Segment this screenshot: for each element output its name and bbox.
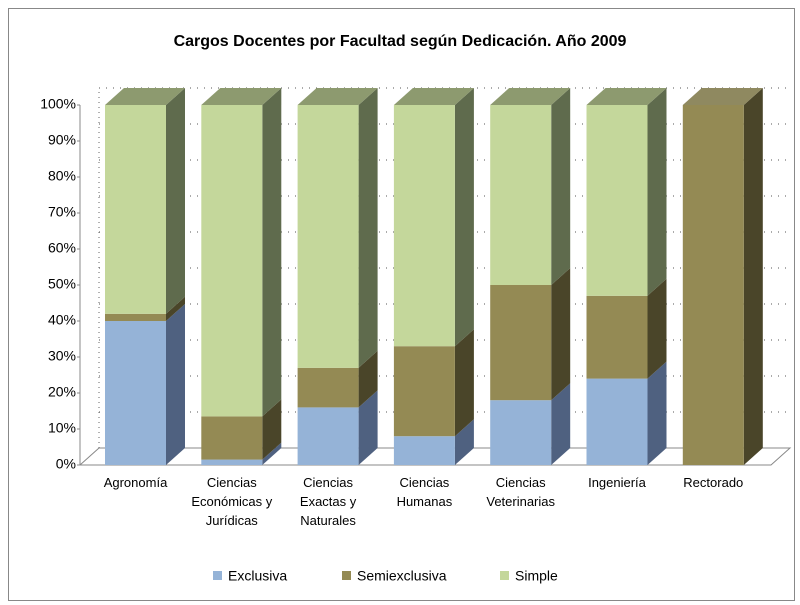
y-tick-label: 10%: [48, 420, 76, 436]
bar-front: [393, 346, 455, 437]
bar-front: [393, 436, 455, 465]
bar-top: [682, 88, 763, 105]
bar-segment: [297, 350, 378, 408]
y-tick-label: 80%: [48, 168, 76, 184]
bar-front: [105, 105, 166, 314]
bar-front: [682, 105, 744, 465]
y-tick-label: 60%: [48, 240, 76, 256]
bar-segment: [105, 88, 185, 314]
bar-front: [586, 105, 648, 296]
x-tick-label: Ingeniería: [588, 475, 646, 490]
chart-title: Cargos Docentes por Facultad según Dedic…: [174, 33, 627, 50]
y-tick-label: 30%: [48, 348, 76, 364]
bar-segment: [393, 329, 474, 437]
bar-segment: [490, 383, 571, 465]
bar-segment: [297, 88, 378, 368]
bar-top: [490, 88, 571, 105]
bar-segment: [201, 88, 282, 417]
bar-front: [490, 285, 552, 401]
y-tick-label: 100%: [40, 96, 76, 112]
legend-swatch: [500, 571, 509, 580]
bar-side: [743, 88, 763, 465]
bar-side: [358, 88, 378, 368]
bar-segment: [393, 88, 474, 347]
bar-front: [586, 295, 648, 379]
bar-top: [105, 88, 185, 105]
bar-top: [393, 88, 474, 105]
bar-top: [201, 88, 282, 105]
y-tick-label: 20%: [48, 384, 76, 400]
bar-segment: [490, 88, 571, 285]
x-tick-label: Agronomía: [103, 475, 168, 490]
bar-side: [647, 361, 667, 465]
y-tick-label: 90%: [48, 132, 76, 148]
x-tick-label: Ciencias Exactas y Naturales: [299, 475, 357, 528]
legend-label: Exclusiva: [228, 568, 287, 584]
x-tick-label: Rectorado: [683, 475, 744, 490]
bar-segment: [201, 399, 282, 460]
x-tick-label: Ciencias Económicas y Jurídicas: [191, 475, 273, 528]
bar-front: [297, 407, 359, 465]
bar-segment: [490, 268, 571, 401]
bar-front: [105, 313, 166, 321]
bar-side: [454, 88, 474, 347]
bar-top: [297, 88, 378, 105]
bar-front: [490, 105, 552, 285]
bar-front: [586, 378, 648, 465]
bar-side: [166, 88, 185, 314]
x-tick-label: Ciencias Veterinarias: [486, 475, 556, 509]
legend-label: Simple: [515, 568, 558, 584]
bar-side: [551, 383, 571, 465]
legend-swatch: [213, 571, 222, 580]
bar-side: [358, 350, 378, 408]
legend-label: Semiexclusiva: [357, 568, 447, 584]
bar-front: [297, 367, 359, 408]
bar-segment: [682, 88, 763, 465]
y-tick-label: 0%: [56, 456, 76, 472]
bar-side: [262, 442, 282, 465]
bar-segment: [105, 304, 185, 465]
bar-side: [166, 304, 185, 465]
bar-front: [201, 105, 263, 417]
bar-front: [490, 400, 552, 465]
bar-side: [551, 268, 571, 401]
y-tick-label: 50%: [48, 276, 76, 292]
bar-segment: [393, 419, 474, 465]
bar-side: [551, 88, 571, 285]
bar-segment: [201, 442, 282, 465]
bar-side: [262, 399, 282, 460]
bar-side: [166, 296, 185, 321]
bar-side: [262, 88, 282, 417]
bar-segment: [586, 278, 667, 379]
y-tick-label: 70%: [48, 204, 76, 220]
bar-segment: [105, 296, 185, 321]
bar-side: [647, 88, 667, 296]
x-tick-label: Ciencias Humanas: [396, 475, 453, 509]
bar-side: [647, 278, 667, 379]
bar-segment: [586, 361, 667, 465]
bar-segment: [297, 390, 378, 465]
y-tick-label: 40%: [48, 312, 76, 328]
legend-swatch: [342, 571, 351, 580]
bar-side: [358, 390, 378, 465]
bar-front: [105, 321, 166, 465]
bar-front: [297, 105, 359, 368]
bar-front: [393, 105, 455, 347]
bar-top: [586, 88, 667, 105]
bar-front: [201, 416, 263, 460]
bar-front: [201, 459, 263, 465]
bar-segment: [586, 88, 667, 296]
bar-side: [454, 419, 474, 465]
bar-side: [454, 329, 474, 437]
